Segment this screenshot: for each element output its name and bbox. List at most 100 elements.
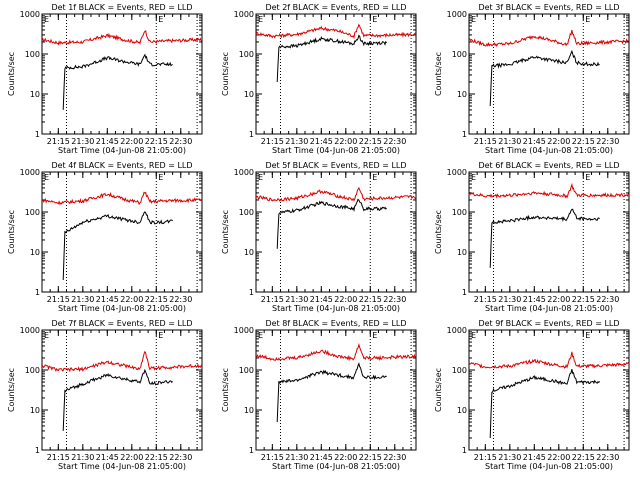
y-tick-label: 1000 bbox=[234, 326, 254, 335]
x-tick-label: 21:30 bbox=[285, 453, 308, 462]
x-tick-label: 21:30 bbox=[498, 295, 521, 304]
y-tick-label: 1 bbox=[462, 446, 467, 455]
y-tick-label: 1 bbox=[35, 130, 40, 139]
x-tick-label: 21:30 bbox=[71, 295, 94, 304]
x-tick-label: 21:30 bbox=[498, 453, 521, 462]
y-tick-label: 100 bbox=[239, 366, 254, 375]
x-tick-label: 22:15 bbox=[145, 137, 168, 146]
x-tick-label: 22:15 bbox=[572, 295, 595, 304]
corner-label-left: E bbox=[44, 331, 49, 340]
y-tick-label: 10 bbox=[457, 248, 467, 257]
x-tick-label: 21:45 bbox=[96, 137, 119, 146]
y-tick-label: 1 bbox=[249, 130, 254, 139]
y-tick-label: 100 bbox=[452, 50, 467, 59]
x-tick-label: 22:15 bbox=[572, 453, 595, 462]
y-axis-label: Counts/sec bbox=[434, 368, 443, 412]
plot-frame bbox=[41, 171, 203, 293]
y-tick-label: 1 bbox=[35, 446, 40, 455]
x-tick-label: 22:00 bbox=[334, 295, 357, 304]
lld-series-line bbox=[255, 342, 417, 362]
x-tick-label: 21:30 bbox=[498, 137, 521, 146]
x-tick-label: 22:30 bbox=[169, 295, 192, 304]
x-axis-label: Start Time (04-Jun-08 21:05:00) bbox=[272, 462, 400, 471]
plot-frame bbox=[468, 13, 630, 135]
y-tick-label: 10 bbox=[457, 406, 467, 415]
y-tick-label: 100 bbox=[239, 208, 254, 217]
corner-label-left: E bbox=[258, 173, 263, 182]
x-tick-label: 22:00 bbox=[120, 295, 143, 304]
x-tick-label: 21:30 bbox=[285, 137, 308, 146]
y-tick-label: 10 bbox=[30, 90, 40, 99]
y-tick-label: 100 bbox=[452, 366, 467, 375]
x-tick-label: 21:45 bbox=[523, 453, 546, 462]
x-tick-label: 21:45 bbox=[96, 295, 119, 304]
plot-title: Det 8f BLACK = Events, RED = LLD bbox=[265, 319, 406, 328]
x-tick-label: 22:30 bbox=[596, 295, 619, 304]
corner-label-right: E bbox=[158, 331, 163, 340]
y-tick-label: 1000 bbox=[447, 168, 467, 177]
x-tick-label: 21:15 bbox=[474, 137, 497, 146]
y-tick-label: 10 bbox=[30, 248, 40, 257]
x-tick-label: 22:15 bbox=[572, 137, 595, 146]
y-axis-label: Counts/sec bbox=[434, 52, 443, 96]
y-axis-label: Counts/sec bbox=[434, 210, 443, 254]
x-axis-label: Start Time (04-Jun-08 21:05:00) bbox=[58, 146, 186, 155]
x-tick-label: 22:15 bbox=[145, 295, 168, 304]
plot-title: Det 3f BLACK = Events, RED = LLD bbox=[478, 3, 619, 12]
y-tick-label: 10 bbox=[457, 90, 467, 99]
x-tick-label: 22:00 bbox=[547, 295, 570, 304]
plot-title: Det 1f BLACK = Events, RED = LLD bbox=[51, 3, 192, 12]
y-tick-label: 1000 bbox=[234, 10, 254, 19]
corner-label-right: E bbox=[158, 15, 163, 24]
y-tick-label: 1 bbox=[249, 446, 254, 455]
corner-label-left: E bbox=[471, 173, 476, 182]
plot-frame bbox=[41, 329, 203, 451]
events-series-line bbox=[276, 198, 387, 249]
y-tick-label: 1000 bbox=[447, 326, 467, 335]
y-tick-label: 100 bbox=[452, 208, 467, 217]
events-series-line bbox=[489, 49, 600, 107]
x-axis-label: Start Time (04-Jun-08 21:05:00) bbox=[485, 146, 613, 155]
y-axis-label: Counts/sec bbox=[7, 210, 16, 254]
plot-title: Det 7f BLACK = Events, RED = LLD bbox=[51, 319, 192, 328]
lld-series-line bbox=[468, 351, 630, 369]
x-tick-label: 22:30 bbox=[169, 453, 192, 462]
x-tick-label: 22:30 bbox=[169, 137, 192, 146]
x-tick-label: 22:15 bbox=[145, 453, 168, 462]
x-tick-label: 21:45 bbox=[523, 137, 546, 146]
x-tick-label: 21:15 bbox=[47, 137, 70, 146]
x-axis-label: Start Time (04-Jun-08 21:05:00) bbox=[58, 304, 186, 313]
y-tick-label: 1 bbox=[462, 288, 467, 297]
corner-label-left: E bbox=[44, 173, 49, 182]
corner-label-right: E bbox=[585, 331, 590, 340]
events-series-line bbox=[489, 208, 600, 268]
plot-title: Det 2f BLACK = Events, RED = LLD bbox=[265, 3, 406, 12]
x-tick-label: 22:00 bbox=[547, 137, 570, 146]
corner-label-right: E bbox=[158, 173, 163, 182]
x-axis-label: Start Time (04-Jun-08 21:05:00) bbox=[485, 462, 613, 471]
y-axis-label: Counts/sec bbox=[7, 368, 16, 412]
x-axis-label: Start Time (04-Jun-08 21:05:00) bbox=[485, 304, 613, 313]
lld-series-line bbox=[468, 29, 630, 48]
corner-label-right: E bbox=[585, 15, 590, 24]
x-tick-label: 21:45 bbox=[523, 295, 546, 304]
corner-label-left: E bbox=[471, 331, 476, 340]
y-tick-label: 10 bbox=[244, 248, 254, 257]
y-tick-label: 1000 bbox=[20, 326, 40, 335]
x-tick-label: 21:30 bbox=[285, 295, 308, 304]
x-tick-label: 22:15 bbox=[359, 453, 382, 462]
events-series-line bbox=[62, 53, 173, 110]
x-tick-label: 21:45 bbox=[310, 137, 333, 146]
x-axis-label: Start Time (04-Jun-08 21:05:00) bbox=[272, 304, 400, 313]
x-tick-label: 21:15 bbox=[261, 295, 284, 304]
x-tick-label: 22:00 bbox=[334, 453, 357, 462]
x-tick-label: 22:30 bbox=[383, 137, 406, 146]
x-tick-label: 21:15 bbox=[261, 137, 284, 146]
y-tick-label: 10 bbox=[244, 406, 254, 415]
